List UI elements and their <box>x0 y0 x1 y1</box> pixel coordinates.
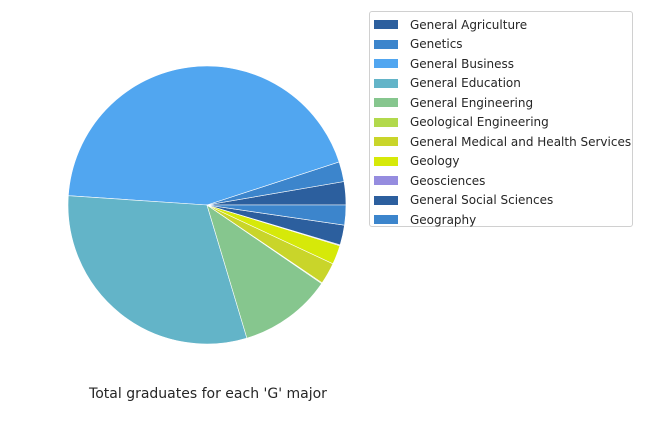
legend-item-geological-engineering: Geological Engineering <box>370 113 632 133</box>
legend-label: General Education <box>410 76 521 91</box>
chart-title: Total graduates for each 'G' major <box>89 386 327 402</box>
legend-swatch <box>374 78 398 88</box>
legend-swatch <box>374 20 398 30</box>
legend-swatch <box>374 176 398 186</box>
legend-item-general-business: General Business <box>370 54 632 74</box>
legend-label: Genetics <box>410 37 463 52</box>
legend-label: General Medical and Health Services <box>410 134 632 149</box>
pie-slice-geography <box>206 204 347 226</box>
legend-label: Geography <box>410 212 477 227</box>
legend-label: General Agriculture <box>410 17 528 32</box>
legend-swatch <box>374 117 398 127</box>
legend-swatch <box>374 98 398 108</box>
legend-swatch <box>374 59 398 69</box>
legend-item-general-agriculture: General Agriculture <box>370 15 632 35</box>
legend-item-general-engineering: General Engineering <box>370 93 632 113</box>
legend-swatch <box>374 156 398 166</box>
legend-label: Geosciences <box>410 173 486 188</box>
legend-label: General Social Sciences <box>410 193 554 208</box>
legend-item-genetics: Genetics <box>370 35 632 55</box>
legend-label: Geological Engineering <box>410 115 549 130</box>
pie-slice-general-education <box>67 195 248 345</box>
legend-label: Geology <box>410 154 460 169</box>
legend-swatch <box>374 215 398 225</box>
legend-label: General Business <box>410 56 515 71</box>
legend-item-general-education: General Education <box>370 74 632 94</box>
legend-item-general-medical-and-health-services: General Medical and Health Services <box>370 132 632 152</box>
legend-swatch <box>374 39 398 49</box>
legend-item-geology: Geology <box>370 152 632 172</box>
legend-item-geography: Geography <box>370 210 632 230</box>
legend: General Agriculture Genetics General Busin… <box>369 11 633 227</box>
legend-swatch <box>374 137 398 147</box>
pie-slice-general-business <box>67 65 340 206</box>
legend-item-geosciences: Geosciences <box>370 171 632 191</box>
legend-label: General Engineering <box>410 95 534 110</box>
legend-item-general-social-sciences: General Social Sciences <box>370 191 632 211</box>
pie-slice-general-engineering <box>206 204 323 339</box>
legend-swatch <box>374 195 398 205</box>
